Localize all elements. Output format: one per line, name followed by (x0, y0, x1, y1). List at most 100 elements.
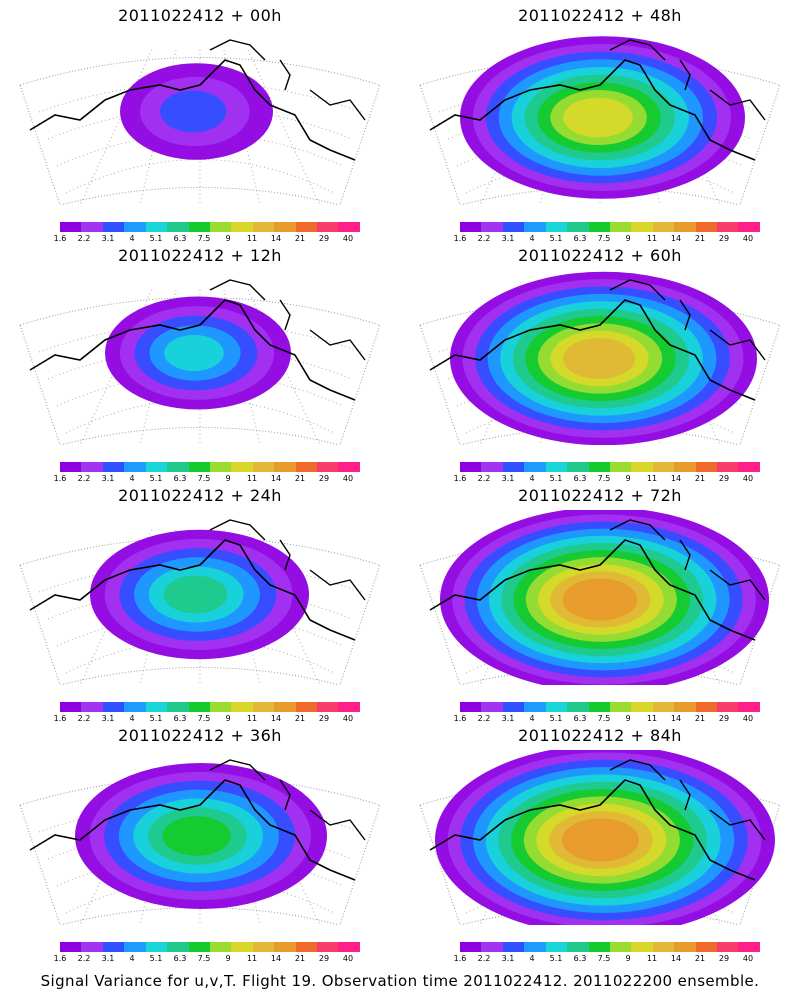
variance-map (19, 279, 381, 445)
colorbar (460, 462, 760, 474)
colorbar-tick-label: 2.2 (77, 234, 91, 243)
colorbar-swatch (695, 702, 718, 712)
colorbar-tick-label: 14 (670, 954, 682, 963)
colorbar-swatch (252, 702, 275, 712)
colorbar-swatch (481, 462, 503, 472)
colorbar-tick-label: 14 (270, 234, 282, 243)
map-panel: 2011022412 + 24h 1.6 2.2 3.1 4 5.1 6.3 7.5 9 11 14… (0, 480, 400, 723)
colorbar-tick-label: 3.1 (101, 714, 115, 723)
colorbar-swatch (652, 942, 675, 952)
colorbar-tick-label: 11 (246, 474, 258, 483)
colorbar-ticks: 1.6 2.2 3.1 4 5.1 6.3 7.5 9 11 14 21 29 40 (54, 954, 360, 964)
colorbar-swatch (674, 942, 696, 952)
colorbar-tick-label: 1.6 (53, 954, 67, 963)
colorbar-swatch (609, 702, 632, 712)
colorbar-swatch (609, 222, 632, 232)
colorbar-tick-label: 6.3 (173, 234, 187, 243)
colorbar-tick-label: 21 (294, 714, 306, 723)
colorbar-swatch (102, 702, 125, 712)
colorbar-swatch (338, 702, 360, 712)
colorbar-swatch (81, 222, 103, 232)
colorbar-swatch (567, 222, 589, 232)
colorbar-tick-label: 21 (294, 234, 306, 243)
colorbar-tick-label: 1.6 (453, 714, 467, 723)
panel-title: 2011022412 + 12h (118, 246, 282, 265)
colorbar-tick-label: 2.2 (477, 234, 491, 243)
colorbar-tick-label: 29 (718, 474, 730, 483)
colorbar (60, 942, 360, 954)
colorbar-swatch (717, 942, 739, 952)
colorbar-tick-label: 6.3 (173, 714, 187, 723)
colorbar-tick-label: 14 (670, 474, 682, 483)
colorbar-tick-label: 3.1 (101, 234, 115, 243)
colorbar-ticks: 1.6 2.2 3.1 4 5.1 6.3 7.5 9 11 14 21 29 40 (54, 714, 360, 724)
colorbar-tick-label: 40 (342, 954, 354, 963)
variance-map (419, 271, 781, 445)
colorbar-tick-label: 5.1 (549, 474, 563, 483)
colorbar-tick-label: 14 (270, 714, 282, 723)
colorbar-swatch (588, 462, 610, 472)
colorbar-swatch (209, 702, 232, 712)
colorbar-swatch (609, 942, 632, 952)
colorbar-swatch (460, 942, 482, 952)
colorbar-tick-label: 29 (318, 714, 330, 723)
colorbar-swatch (188, 222, 210, 232)
colorbar-swatch (481, 702, 503, 712)
map-panel: 2011022412 + 84h 1.6 2.2 3.1 4 5.1 6.3 7.5 9 11 14… (400, 720, 800, 963)
colorbar-swatch (338, 462, 360, 472)
colorbar-tick-label: 9 (225, 714, 231, 723)
colorbar-swatch (652, 222, 675, 232)
colorbar-tick-label: 29 (718, 714, 730, 723)
colorbar-swatch (317, 462, 339, 472)
colorbar-swatch (631, 222, 653, 232)
colorbar-swatch (588, 942, 610, 952)
figure-caption: Signal Variance for u,v,T. Flight 19. Ob… (40, 972, 760, 990)
colorbar-tick-label: 4 (529, 474, 535, 483)
colorbar-tick-label: 9 (225, 474, 231, 483)
colorbar-swatch (717, 702, 739, 712)
colorbar-swatch (545, 702, 568, 712)
colorbar-tick-label: 11 (246, 954, 258, 963)
colorbar-swatch (609, 462, 632, 472)
colorbar-swatch (631, 462, 653, 472)
colorbar-swatch (167, 462, 189, 472)
colorbar-swatch (274, 942, 296, 952)
colorbar-tick-label: 21 (694, 714, 706, 723)
colorbar-swatch (60, 942, 82, 952)
colorbar-swatch (124, 702, 146, 712)
colorbar-tick-label: 40 (742, 714, 754, 723)
colorbar-tick-label: 5.1 (149, 714, 163, 723)
colorbar-tick-label: 3.1 (501, 954, 515, 963)
colorbar-tick-label: 4 (129, 714, 135, 723)
variance-map (19, 39, 381, 205)
colorbar-swatch (674, 462, 696, 472)
colorbar-swatch (502, 702, 525, 712)
colorbar-tick-label: 4 (529, 954, 535, 963)
colorbar-swatch (695, 462, 718, 472)
colorbar-tick-label: 4 (129, 474, 135, 483)
colorbar-swatch (231, 942, 253, 952)
colorbar-swatch (60, 222, 82, 232)
colorbar-tick-label: 1.6 (53, 234, 67, 243)
colorbar-tick-label: 7.5 (597, 234, 611, 243)
colorbar-swatch (502, 222, 525, 232)
colorbar-tick-label: 6.3 (573, 714, 587, 723)
panel-title: 2011022412 + 84h (518, 726, 682, 745)
colorbar-tick-label: 5.1 (149, 474, 163, 483)
colorbar (460, 702, 760, 714)
colorbar-tick-label: 1.6 (53, 474, 67, 483)
colorbar-tick-label: 21 (694, 474, 706, 483)
colorbar-swatch (317, 222, 339, 232)
colorbar-swatch (567, 942, 589, 952)
colorbar-tick-label: 1.6 (453, 234, 467, 243)
colorbar-swatch (252, 942, 275, 952)
colorbar-tick-label: 4 (529, 234, 535, 243)
colorbar-tick-label: 9 (225, 234, 231, 243)
colorbar-swatch (188, 702, 210, 712)
colorbar-swatch (81, 462, 103, 472)
colorbar-tick-label: 40 (342, 714, 354, 723)
colorbar-tick-label: 2.2 (477, 714, 491, 723)
colorbar-tick-label: 6.3 (573, 474, 587, 483)
colorbar-swatch (588, 702, 610, 712)
colorbar-tick-label: 1.6 (453, 954, 467, 963)
